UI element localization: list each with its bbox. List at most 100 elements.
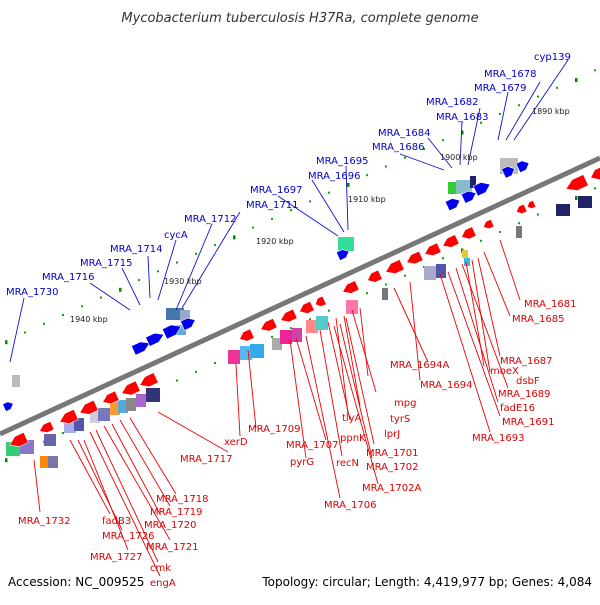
scale-dot-upper-22 <box>423 147 425 150</box>
gene-label-bottom-10: MRA_1694 <box>420 380 472 391</box>
scale-dot-upper-0 <box>5 340 8 345</box>
connector-line-6 <box>399 153 445 171</box>
gene-label-top-7: MRA_1695 <box>316 156 368 167</box>
connector-line-4 <box>459 121 463 166</box>
accession-text: Accession: NC_009525 <box>8 575 144 589</box>
gene-label-bottom-6: fadE16 <box>500 403 535 414</box>
scale-dot-upper-15 <box>290 209 292 212</box>
scale-dot-lower-10 <box>195 370 197 373</box>
connector-line-28 <box>359 307 369 377</box>
gene-arrow-20 <box>280 308 298 323</box>
gene-label-bottom-32: fadB3 <box>102 516 131 527</box>
feature-box-16 <box>180 310 190 322</box>
connector-line-19 <box>477 257 501 357</box>
scale-dot-upper-20 <box>385 165 387 168</box>
scale-dot-upper-21 <box>404 156 406 159</box>
feature-box-30 <box>436 264 446 278</box>
connector-line-26 <box>393 287 429 363</box>
connector-line-22 <box>461 263 509 389</box>
scale-dot-upper-12 <box>233 235 236 240</box>
connector-line-11 <box>175 223 213 311</box>
gene-label-top-16: MRA_1730 <box>6 287 58 298</box>
connector-line-35 <box>339 323 373 459</box>
gene-label-top-0: cyp139 <box>534 52 571 63</box>
gene-label-bottom-33: MRA_1726 <box>102 531 154 542</box>
gene-arrow-19 <box>260 317 278 332</box>
scale-dot-upper-6 <box>119 287 122 292</box>
feature-box-12 <box>146 388 160 402</box>
connector-line-48 <box>89 431 161 577</box>
gene-label-bottom-1: MRA_1685 <box>512 314 564 325</box>
scale-dot-upper-28 <box>537 95 539 98</box>
feature-box-15 <box>166 308 184 320</box>
gene-label-bottom-23: MRA_1709 <box>248 424 300 435</box>
gene-arrow-9 <box>515 160 530 174</box>
gene-arrow-26 <box>406 250 424 265</box>
scale-dot-lower-26 <box>499 231 501 233</box>
connector-line-14 <box>121 267 141 306</box>
feature-box-29 <box>424 266 436 280</box>
kbp-tick-label-1: 1900 kbp <box>440 153 478 162</box>
gene-label-bottom-7: MRA_1691 <box>502 417 554 428</box>
gene-label-top-2: MRA_1679 <box>474 83 526 94</box>
gene-label-bottom-3: dsbF <box>516 376 540 387</box>
connector-line-5 <box>427 137 453 169</box>
gene-arrow-24 <box>367 269 383 283</box>
scale-dot-lower-3 <box>62 432 64 435</box>
gene-label-bottom-18: MRA_1702 <box>366 462 418 473</box>
gene-arrow-12 <box>39 420 55 434</box>
gene-label-top-3: MRA_1682 <box>426 97 478 108</box>
scale-dot-upper-24 <box>461 130 464 135</box>
gene-arrow-34 <box>590 167 600 181</box>
gene-arrow-13 <box>59 409 79 424</box>
connector-line-41 <box>235 363 241 437</box>
feature-box-0 <box>12 375 20 387</box>
connector-line-31 <box>335 317 349 415</box>
gene-label-top-11: MRA_1712 <box>184 214 236 225</box>
feature-box-28 <box>382 288 388 300</box>
gene-label-bottom-15: ppnK <box>340 433 366 444</box>
scale-dot-upper-17 <box>328 191 330 194</box>
gene-label-bottom-34: MRA_1727 <box>90 552 142 563</box>
scale-dot-upper-10 <box>195 252 197 255</box>
feature-box-6 <box>90 410 100 423</box>
connector-line-32 <box>327 321 351 421</box>
connector-line-12 <box>157 239 177 301</box>
gene-arrows <box>2 160 600 447</box>
connector-line-25 <box>439 273 491 433</box>
feature-box-24 <box>306 320 318 333</box>
scale-dot-lower-27 <box>518 222 520 225</box>
gene-arrow-8 <box>472 182 491 197</box>
gene-label-bottom-29: MRA_1721 <box>146 542 198 553</box>
scale-dot-upper-30 <box>575 78 578 83</box>
gene-arrow-27 <box>424 242 442 256</box>
gene-label-bottom-22: pyrG <box>290 457 314 468</box>
connector-line-17 <box>499 239 521 301</box>
gene-label-bottom-30: cmk <box>150 563 171 574</box>
scale-dot-lower-16 <box>309 318 311 321</box>
feature-box-7 <box>98 408 110 421</box>
gene-label-bottom-20: MRA_1706 <box>324 500 376 511</box>
gene-arrow-32 <box>526 200 537 209</box>
scale-dot-upper-7 <box>138 279 140 282</box>
connector-line-40 <box>247 349 257 429</box>
connector-line-37 <box>305 335 341 499</box>
gene-arrow-33 <box>565 174 589 191</box>
gene-label-top-6: MRA_1686 <box>372 142 424 153</box>
gene-label-bottom-13: lprJ <box>384 429 400 440</box>
connector-line-52 <box>33 459 41 513</box>
feature-box-22 <box>280 330 292 344</box>
connector-line-29 <box>351 309 377 393</box>
scale-dot-upper-9 <box>176 261 178 264</box>
kbp-tick-label-5: 1940 kbp <box>70 315 108 324</box>
kbp-tick-labels: 1890 kbp 1900 kbp 1910 kbp 1920 kbp 1930 kbp… <box>70 107 570 324</box>
gene-arrow-17 <box>139 372 159 388</box>
scale-dot-lower-14 <box>271 335 273 338</box>
feature-box-5 <box>74 418 84 431</box>
gene-arrow-10 <box>501 166 516 179</box>
gene-arrow-14 <box>79 399 99 415</box>
gene-label-bottom-28: MRA_1720 <box>144 520 196 531</box>
scale-dot-upper-19 <box>366 174 368 177</box>
gene-arrow-5 <box>335 249 350 261</box>
scale-dot-upper-11 <box>214 244 216 247</box>
